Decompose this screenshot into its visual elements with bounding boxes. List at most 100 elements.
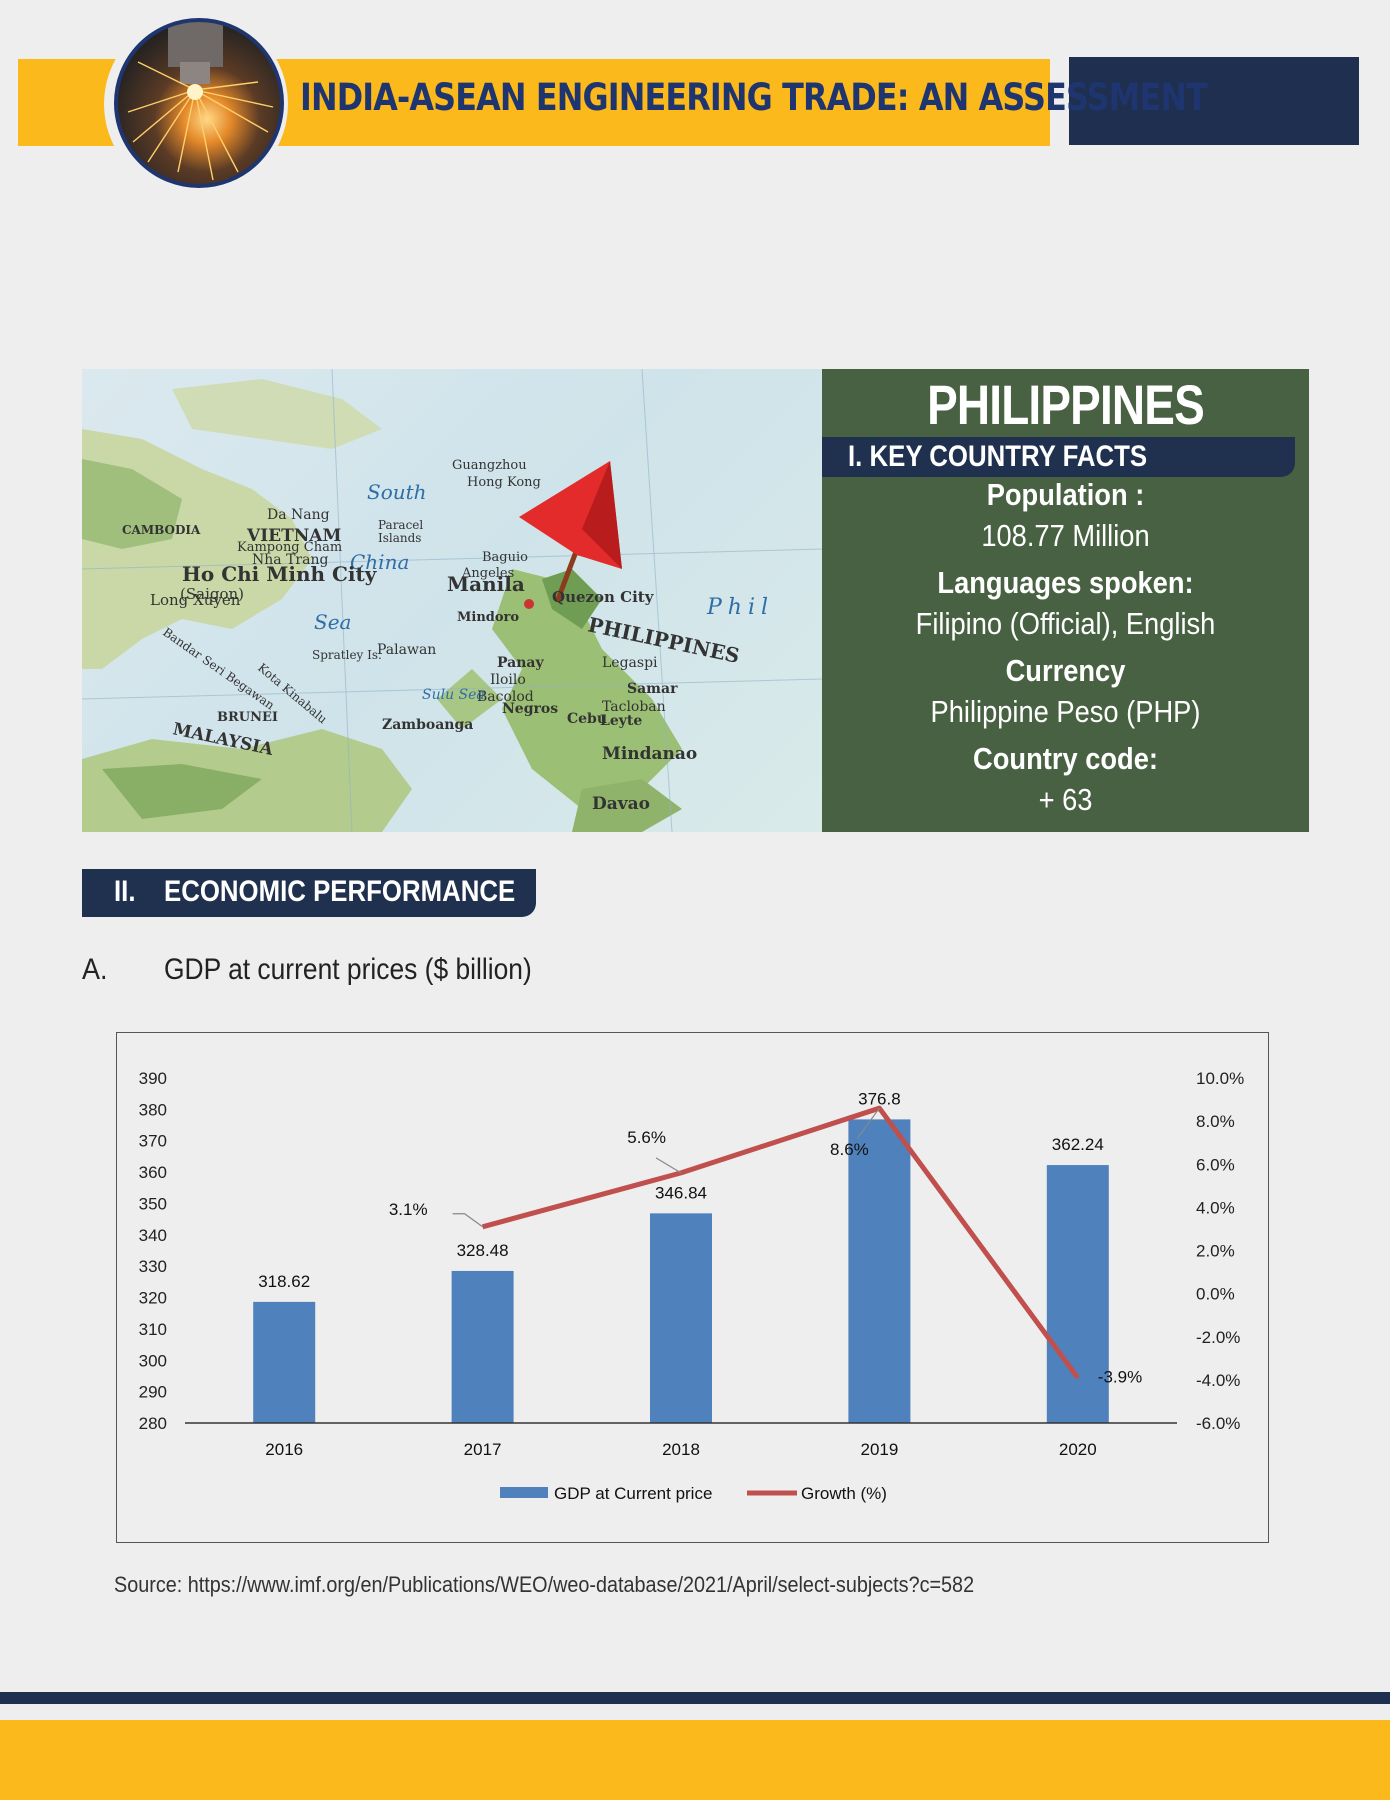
svg-text:(Saigon): (Saigon) <box>180 585 244 603</box>
svg-text:Da Nang: Da Nang <box>267 507 330 523</box>
svg-text:Samar: Samar <box>627 681 678 697</box>
y-right-tick-label: 2.0% <box>1196 1242 1235 1261</box>
y-left-tick-label: 320 <box>139 1289 167 1308</box>
y-right-tick-label: 8.0% <box>1196 1112 1235 1131</box>
svg-text:Quezon City: Quezon City <box>552 588 655 606</box>
y-left-tick-label: 280 <box>139 1414 167 1433</box>
gdp-bar <box>451 1270 514 1423</box>
svg-text:Kampong Cham: Kampong Cham <box>237 540 342 555</box>
x-tick-label: 2016 <box>265 1440 303 1459</box>
languages-value: Filipino (Official), English <box>915 606 1216 641</box>
svg-text:Leyte: Leyte <box>600 713 642 729</box>
footer-navy-rule <box>0 1692 1390 1704</box>
country-name: PHILIPPINES <box>927 373 1205 436</box>
y-left-tick-label: 330 <box>139 1257 167 1276</box>
facts-heading: I. KEY COUNTRY FACTS <box>848 440 1148 473</box>
population-value: 108.77 Million <box>981 518 1150 553</box>
y-right-tick-label: 6.0% <box>1196 1155 1235 1174</box>
gdp-bar-label: 376.8 <box>858 1089 901 1108</box>
section-heading-bar <box>82 869 536 917</box>
philippines-map-photo: Guangzhou Hong Kong South China Sea Para… <box>82 369 822 832</box>
y-left-tick-label: 310 <box>139 1320 167 1339</box>
header-photo-sparks <box>114 18 284 188</box>
currency-label: Currency <box>1005 653 1126 688</box>
y-left-tick-label: 390 <box>139 1069 167 1088</box>
svg-text:Angeles: Angeles <box>461 566 514 581</box>
svg-text:Sulu Sea: Sulu Sea <box>422 687 485 703</box>
svg-text:BRUNEI: BRUNEI <box>217 710 278 725</box>
source-note: Source: https://www.imf.org/en/Publicati… <box>114 1572 975 1597</box>
svg-text:Mindoro: Mindoro <box>457 610 519 625</box>
subsection-letter: A. <box>82 953 108 986</box>
country-code-label: Country code: <box>973 741 1158 776</box>
gdp-chart: 390 380 370 360 350 340 330 320 310 300 290 280 10.0… <box>139 1069 1245 1503</box>
facts-heading-bar <box>822 437 1295 477</box>
svg-text:CAMBODIA: CAMBODIA <box>122 523 201 537</box>
growth-leader-line <box>856 1107 880 1139</box>
section-title: ECONOMIC PERFORMANCE <box>164 875 516 908</box>
svg-text:China: China <box>350 550 409 574</box>
svg-text:Phil: Phil <box>706 595 774 620</box>
growth-data-label: 5.6% <box>627 1128 666 1147</box>
gdp-bar <box>848 1119 911 1423</box>
svg-text:Spratley Is.: Spratley Is. <box>312 648 382 662</box>
x-tick-label: 2018 <box>662 1440 700 1459</box>
svg-text:Davao: Davao <box>592 794 650 814</box>
svg-text:Negros: Negros <box>502 701 558 717</box>
svg-text:Ho Chi Minh City: Ho Chi Minh City <box>182 562 378 586</box>
section-number: II. <box>114 875 136 908</box>
legend-label-growth: Growth (%) <box>801 1484 887 1503</box>
languages-label: Languages spoken: <box>937 565 1194 600</box>
gdp-bar-label: 362.24 <box>1052 1135 1104 1154</box>
svg-text:Iloilo: Iloilo <box>490 672 526 688</box>
growth-data-label: 8.6% <box>830 1140 869 1159</box>
country-code-value: + 63 <box>1038 782 1093 817</box>
svg-text:VIETNAM: VIETNAM <box>246 526 341 546</box>
gdp-bar-label: 346.84 <box>655 1183 707 1202</box>
svg-text:Palawan: Palawan <box>377 642 436 658</box>
svg-text:Hong Kong: Hong Kong <box>467 475 541 490</box>
svg-text:Nha Trang: Nha Trang <box>252 552 328 568</box>
y-right-tick-label: -6.0% <box>1196 1414 1240 1433</box>
svg-text:Zamboanga: Zamboanga <box>382 717 473 733</box>
population-label: Population : <box>986 477 1145 512</box>
currency-value: Philippine Peso (PHP) <box>930 694 1201 729</box>
map-label: Guangzhou <box>452 458 527 473</box>
legend-label-gdp: GDP at Current price <box>554 1484 712 1503</box>
y-left-tick-label: 290 <box>139 1383 167 1402</box>
growth-data-label: 3.1% <box>389 1200 428 1219</box>
svg-text:Mindanao: Mindanao <box>602 744 697 764</box>
svg-text:Legaspi: Legaspi <box>602 655 658 671</box>
svg-text:Long Xuyen: Long Xuyen <box>150 591 241 609</box>
gdp-bar <box>650 1213 712 1423</box>
x-tick-label: 2020 <box>1059 1440 1097 1459</box>
svg-text:Sea: Sea <box>314 610 351 634</box>
y-right-tick-label: 4.0% <box>1196 1198 1235 1217</box>
footer-band <box>0 1720 1390 1800</box>
gdp-bar <box>253 1301 316 1423</box>
svg-text:Manila: Manila <box>447 572 525 596</box>
y-left-tick-label: 350 <box>139 1194 167 1213</box>
svg-text:Cebu: Cebu <box>567 711 607 727</box>
gdp-chart-frame: 390 380 370 360 350 340 330 320 310 300 290 280 10.0… <box>116 1032 1269 1543</box>
growth-leader-line <box>452 1213 483 1228</box>
subsection-title: GDP at current prices ($ billion) <box>164 953 532 986</box>
y-left-tick-label: 360 <box>139 1163 167 1182</box>
growth-leader-line <box>655 1157 682 1174</box>
y-right-tick-label: 10.0% <box>1196 1069 1244 1088</box>
svg-text:Paracel: Paracel <box>378 518 423 532</box>
x-tick-label: 2019 <box>860 1440 898 1459</box>
y-left-tick-label: 340 <box>139 1226 167 1245</box>
gdp-bar-label: 318.62 <box>258 1272 310 1291</box>
y-left-tick-label: 380 <box>139 1100 167 1119</box>
gdp-bar-label: 328.48 <box>457 1241 509 1260</box>
y-left-tick-label: 370 <box>139 1132 167 1151</box>
y-left-tick-label: 300 <box>139 1351 167 1370</box>
y-right-tick-label: 0.0% <box>1196 1285 1235 1304</box>
x-tick-label: 2017 <box>464 1440 502 1459</box>
svg-text:Islands: Islands <box>378 531 421 545</box>
y-right-tick-label: -2.0% <box>1196 1328 1240 1347</box>
growth-data-label: -3.9% <box>1098 1368 1142 1387</box>
legend-swatch-gdp <box>500 1487 548 1498</box>
svg-text:South: South <box>367 480 427 504</box>
